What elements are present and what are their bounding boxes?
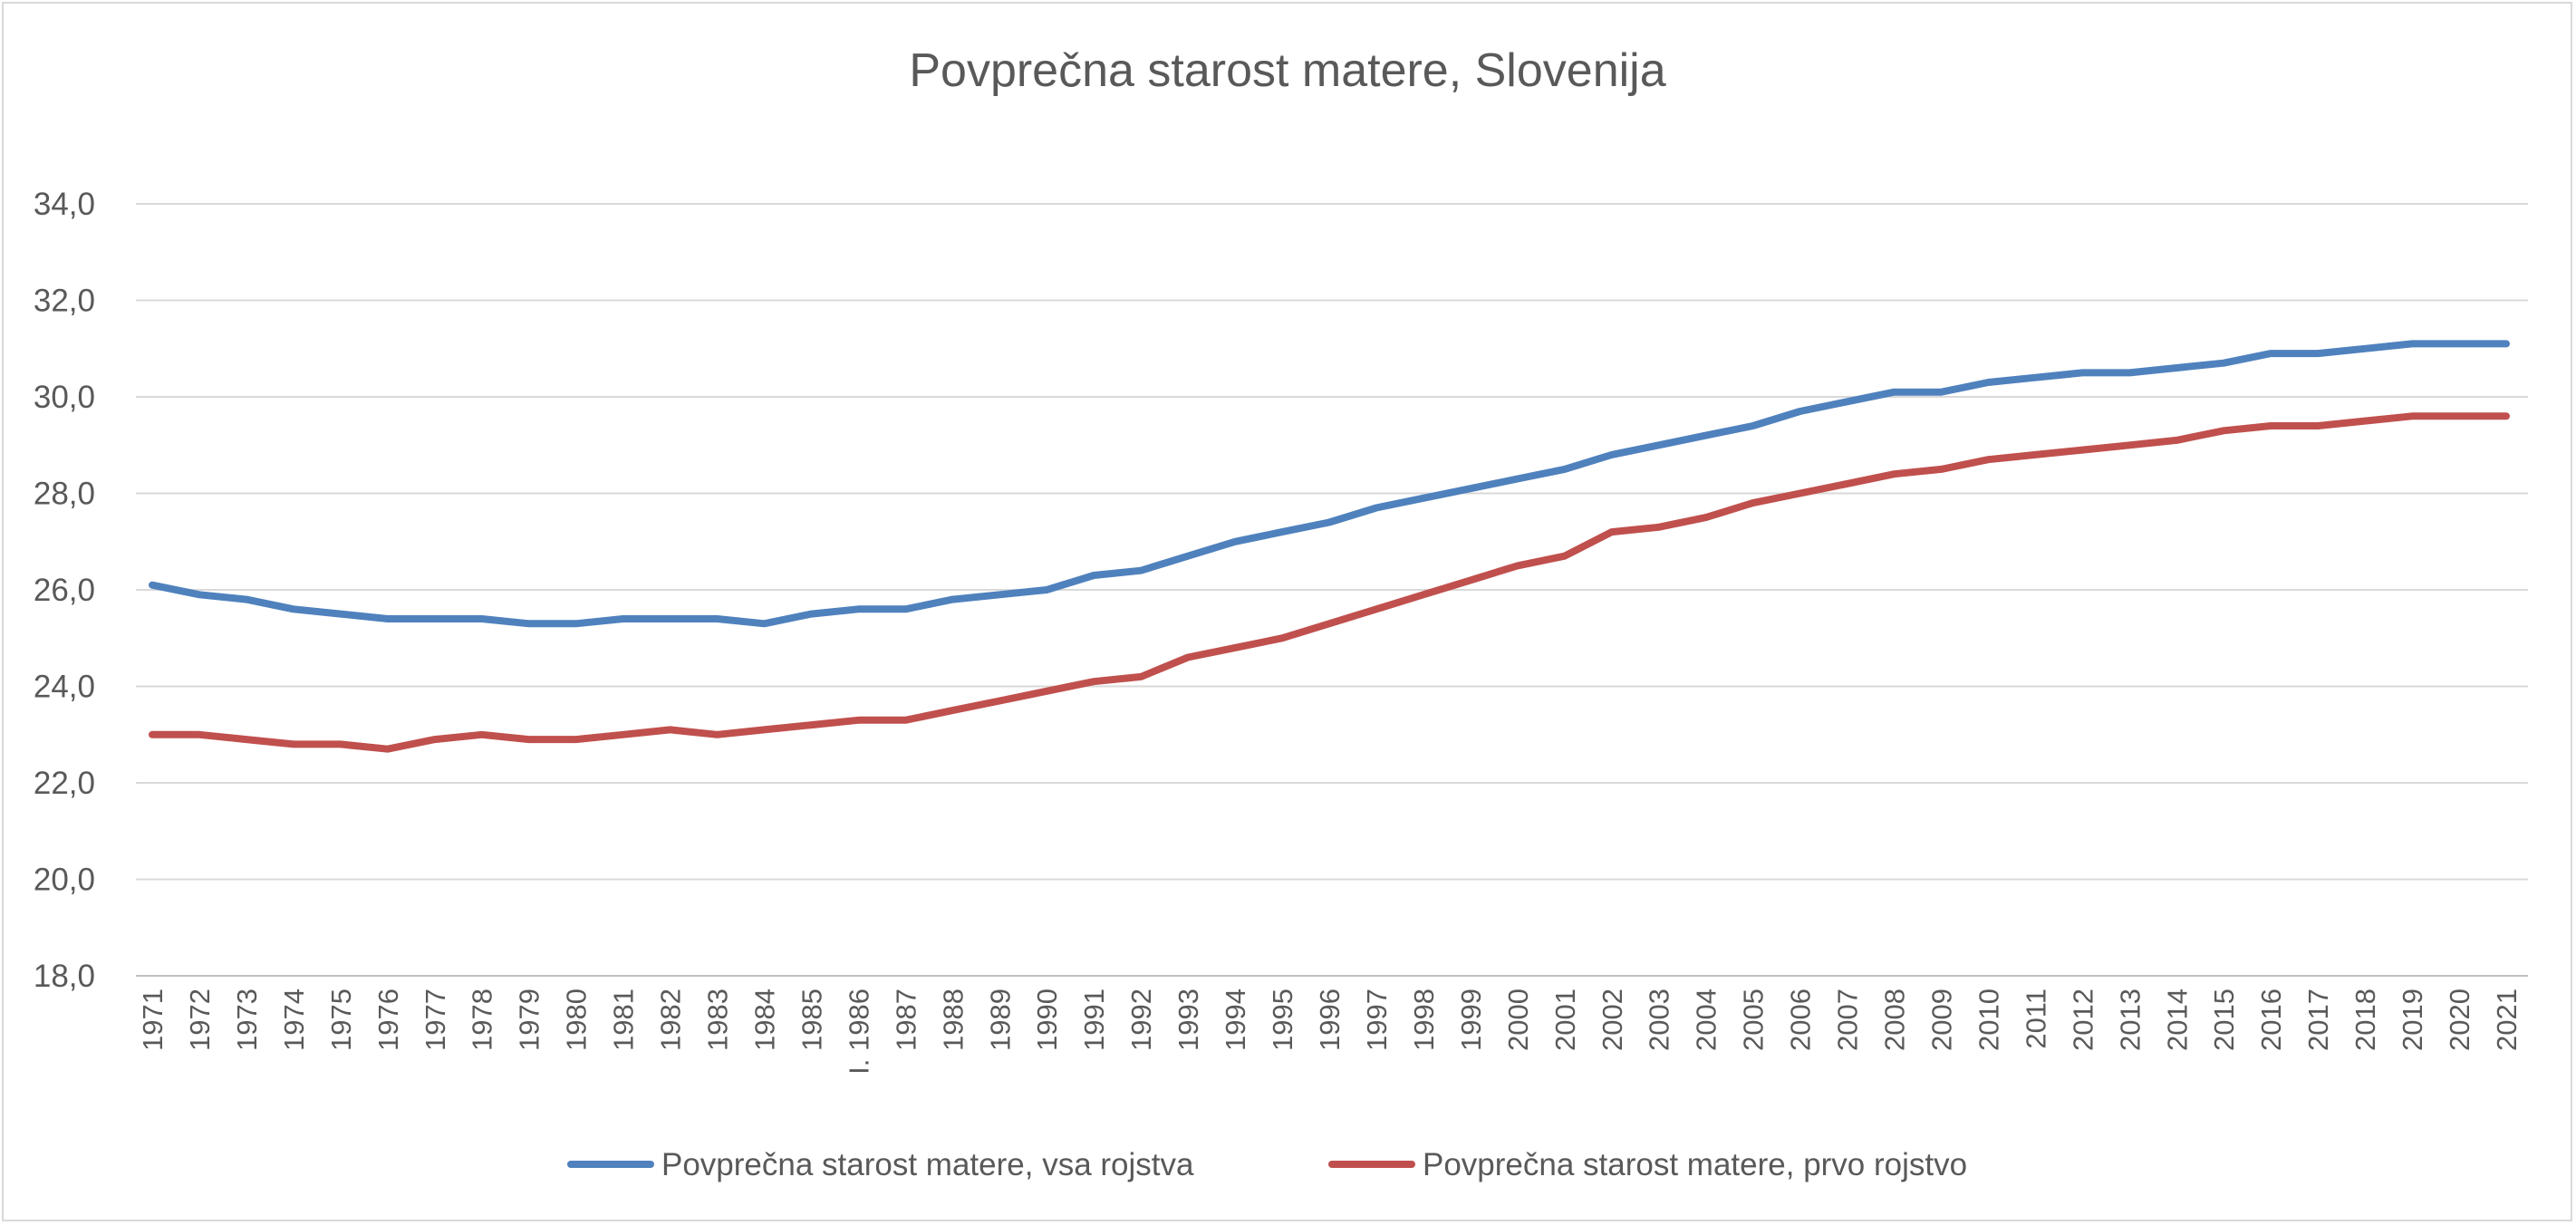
x-tick-label: 2016 (2255, 989, 2287, 1051)
x-tick-label: 1977 (420, 989, 451, 1051)
x-tick-label: 2000 (1502, 989, 1534, 1051)
x-tick-label: 1993 (1172, 989, 1204, 1051)
gridlines (136, 203, 2528, 977)
x-tick-label: 1996 (1314, 989, 1346, 1051)
x-tick-label: 1976 (372, 989, 404, 1051)
x-tick-label: 2005 (1738, 989, 1770, 1051)
x-tick-label: 2014 (2161, 989, 2193, 1051)
x-tick-label: 2008 (1879, 989, 1911, 1051)
y-tick-label: 24,0 (34, 670, 95, 705)
legend-label-2: Povprečna starost matere, prvo rojstvo (1423, 1147, 1967, 1182)
y-tick-label: 28,0 (34, 477, 95, 512)
x-tick-label: 2012 (2067, 989, 2098, 1051)
x-tick-label: 2010 (1973, 989, 2004, 1051)
x-tick-label: 1975 (325, 989, 357, 1051)
x-tick-label: 1994 (1220, 989, 1251, 1051)
x-tick-label: 1971 (137, 989, 169, 1051)
x-tick-label: 1979 (514, 989, 545, 1051)
x-tick-label: 1984 (748, 989, 780, 1051)
x-tick-label: 2017 (2302, 989, 2334, 1051)
x-tick-label: 2011 (2020, 989, 2051, 1049)
x-tick-label: 1983 (702, 989, 734, 1051)
x-tick-label: 2015 (2208, 989, 2240, 1051)
x-tick-label: 2006 (1785, 989, 1817, 1051)
legend-label-1: Povprečna starost matere, vsa rojstva (661, 1147, 1194, 1182)
x-tick-label: 2020 (2444, 989, 2475, 1051)
y-axis: 18,0 20,0 22,0 24,0 26,0 28,0 30,0 32,0 34,0 (34, 187, 95, 994)
x-tick-label: 2021 (2491, 989, 2523, 1051)
x-tick-label: 1998 (1408, 989, 1440, 1051)
x-tick-label: 1985 (796, 989, 827, 1051)
y-tick-label: 18,0 (34, 959, 95, 994)
x-tick-label: 2007 (1832, 989, 1864, 1051)
series-line-2 (149, 412, 2510, 753)
series-lines (149, 340, 2510, 753)
y-tick-label: 26,0 (34, 573, 95, 608)
y-tick-label: 30,0 (34, 380, 95, 415)
x-tick-label: 1992 (1125, 989, 1157, 1051)
x-tick-label: 1991 (1078, 989, 1110, 1051)
chart-title: Povprečna starost matere, Slovenija (909, 44, 1665, 97)
x-tick-label: 1989 (984, 989, 1016, 1051)
x-tick-label: 1997 (1361, 989, 1393, 1051)
y-tick-label: 32,0 (34, 284, 95, 319)
x-tick-label: 1972 (184, 989, 216, 1051)
y-tick-label: 34,0 (34, 187, 95, 222)
x-tick-label: 1980 (561, 989, 593, 1051)
x-tick-label: 2019 (2397, 989, 2428, 1051)
x-tick-label: 1990 (1031, 989, 1063, 1051)
x-tick-label: 2003 (1644, 989, 1675, 1051)
x-tick-label: 1978 (467, 989, 498, 1051)
x-tick-label: 1981 (608, 989, 640, 1051)
y-tick-label: 20,0 (34, 863, 95, 898)
y-tick-label: 22,0 (34, 766, 95, 801)
x-tick-label: 1988 (937, 989, 969, 1051)
x-axis: 1971 1972 1973 1974 1975 1976 1977 1978 1979 1980… (137, 989, 2523, 1075)
x-tick-label: 2018 (2349, 989, 2381, 1051)
x-tick-label: 2013 (2114, 989, 2146, 1051)
x-tick-label: 1987 (890, 989, 921, 1051)
legend: Povprečna starost matere, vsa rojstva Pov… (567, 1147, 1967, 1182)
x-tick-label: 2001 (1549, 989, 1581, 1051)
x-tick-label: 2002 (1597, 989, 1628, 1051)
x-tick-label: 1982 (655, 989, 687, 1051)
series-line-1 (149, 340, 2510, 628)
x-tick-label: 1995 (1267, 989, 1298, 1051)
x-tick-label: 1973 (231, 989, 263, 1051)
x-tick-label: 1999 (1455, 989, 1487, 1051)
x-tick-label: 2004 (1691, 989, 1722, 1051)
x-tick-label: I. 1986 (843, 989, 874, 1075)
x-tick-label: 2009 (1925, 989, 1957, 1051)
x-tick-label: 1974 (278, 989, 310, 1051)
